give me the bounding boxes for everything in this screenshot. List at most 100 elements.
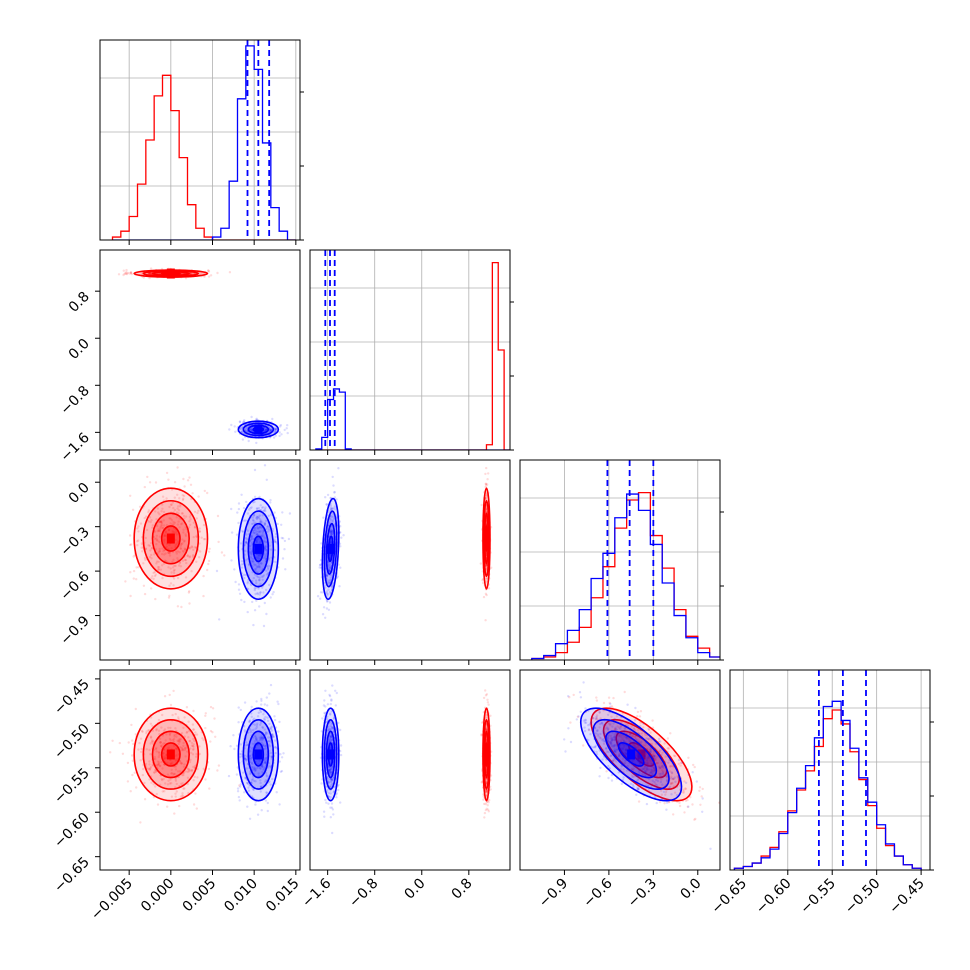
scatter-point [192,548,195,551]
scatter-point [214,735,217,738]
scatter-point [270,726,273,729]
scatter-point [147,272,150,275]
scatter-point [595,716,598,720]
scatter-point [168,737,172,741]
scatter-point [173,812,176,815]
scatter-point [329,507,332,510]
scatter-point [286,431,289,435]
scatter-point [331,529,334,532]
scatter-point [686,805,689,808]
scatter-point [182,741,185,745]
scatter-point [126,761,130,765]
scatter-point [190,741,194,745]
scatter-point [159,520,162,524]
scatter-point [189,483,193,486]
scatter-point [645,767,648,771]
scatter-point [140,747,143,751]
scatter-point [155,524,159,528]
scatter-point [616,725,619,728]
scatter-point [149,272,152,275]
scatter-point [155,729,158,732]
scatter-point [169,703,173,707]
scatter-point [154,481,158,484]
scatter-point [255,417,258,420]
scatter-point [485,564,488,568]
scatter-point [252,522,255,525]
scatter-point [264,761,267,765]
scatter-point [262,535,265,538]
scatter-point [487,703,490,706]
scatter-point [261,521,264,524]
scatter-point [187,767,190,771]
scatter-point [173,735,176,738]
scatter-point [216,514,220,518]
scatter-point [158,765,162,768]
scatter-point [197,509,200,512]
scatter-point [333,490,336,494]
scatter-point [262,766,265,769]
scatter-point [322,606,326,609]
scatter-point [485,780,488,784]
scatter-point [273,715,276,718]
scatter-point [258,495,261,499]
scatter-point [326,594,329,597]
scatter-point [172,740,175,743]
scatter-point [330,698,333,701]
scatter-point [141,729,144,733]
scatter-point [163,790,166,793]
scatter-point [138,505,142,508]
scatter-point [624,761,627,764]
scatter-point [670,777,673,780]
scatter-point [189,547,192,550]
scatter-point [486,701,490,704]
density-peak [166,749,175,760]
scatter-point [278,720,281,724]
scatter-point [168,552,171,555]
scatter-point [278,431,281,434]
scatter-point [607,696,611,699]
scatter-point [255,767,259,770]
scatter-point [149,765,153,769]
scatter-point [332,778,335,782]
scatter-point [331,584,334,587]
scatter-point [258,578,261,582]
scatter-point [660,753,663,757]
scatter-point [610,773,614,777]
scatter-point [236,790,240,793]
scatter-point [253,563,256,566]
scatter-point [271,777,274,781]
scatter-point [181,542,184,545]
scatter-point [325,592,328,595]
scatter-point [250,756,253,760]
scatter-point [479,562,482,565]
scatter-point [164,755,167,758]
scatter-point [593,727,597,730]
scatter-point [249,731,252,734]
scatter-point [175,735,178,738]
scatter-point [203,489,206,493]
scatter-point [656,755,659,758]
scatter-point [155,792,158,796]
scatter-point [267,527,271,530]
scatter-point [665,801,669,804]
scatter-point [709,847,712,850]
scatter-point [173,496,176,499]
scatter-point [183,547,187,550]
scatter-point [154,597,157,601]
scatter-point [251,766,254,769]
scatter-point [643,765,647,769]
scatter-point [619,727,622,730]
scatter-point [329,517,332,520]
scatter-point [186,730,189,734]
scatter-point [187,768,190,771]
scatter-point [147,767,150,770]
scatter-point [591,717,595,720]
scatter-point [666,747,669,750]
scatter-point [631,767,634,770]
scatter-point [623,735,626,739]
scatter-point [614,727,617,731]
scatter-point [485,577,489,580]
density-peak [637,749,646,760]
scatter-point [667,747,671,750]
scatter-point [622,776,625,779]
